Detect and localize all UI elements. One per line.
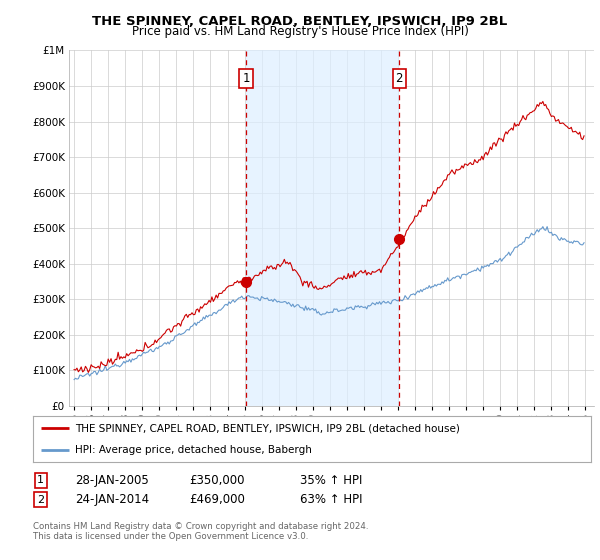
Text: HPI: Average price, detached house, Babergh: HPI: Average price, detached house, Babe… xyxy=(75,445,312,455)
Text: 1: 1 xyxy=(37,475,44,486)
Bar xyxy=(246,50,400,406)
Text: 63% ↑ HPI: 63% ↑ HPI xyxy=(300,493,362,506)
Text: 1: 1 xyxy=(242,72,250,85)
Text: £469,000: £469,000 xyxy=(189,493,245,506)
Text: THE SPINNEY, CAPEL ROAD, BENTLEY, IPSWICH, IP9 2BL: THE SPINNEY, CAPEL ROAD, BENTLEY, IPSWIC… xyxy=(92,15,508,28)
Text: 2: 2 xyxy=(395,72,403,85)
Text: £350,000: £350,000 xyxy=(189,474,245,487)
Text: 2: 2 xyxy=(37,494,44,505)
Text: 35% ↑ HPI: 35% ↑ HPI xyxy=(300,474,362,487)
Text: Price paid vs. HM Land Registry's House Price Index (HPI): Price paid vs. HM Land Registry's House … xyxy=(131,25,469,38)
Text: 28-JAN-2005: 28-JAN-2005 xyxy=(75,474,149,487)
Text: THE SPINNEY, CAPEL ROAD, BENTLEY, IPSWICH, IP9 2BL (detached house): THE SPINNEY, CAPEL ROAD, BENTLEY, IPSWIC… xyxy=(75,423,460,433)
Text: Contains HM Land Registry data © Crown copyright and database right 2024.
This d: Contains HM Land Registry data © Crown c… xyxy=(33,522,368,542)
Text: 24-JAN-2014: 24-JAN-2014 xyxy=(75,493,149,506)
